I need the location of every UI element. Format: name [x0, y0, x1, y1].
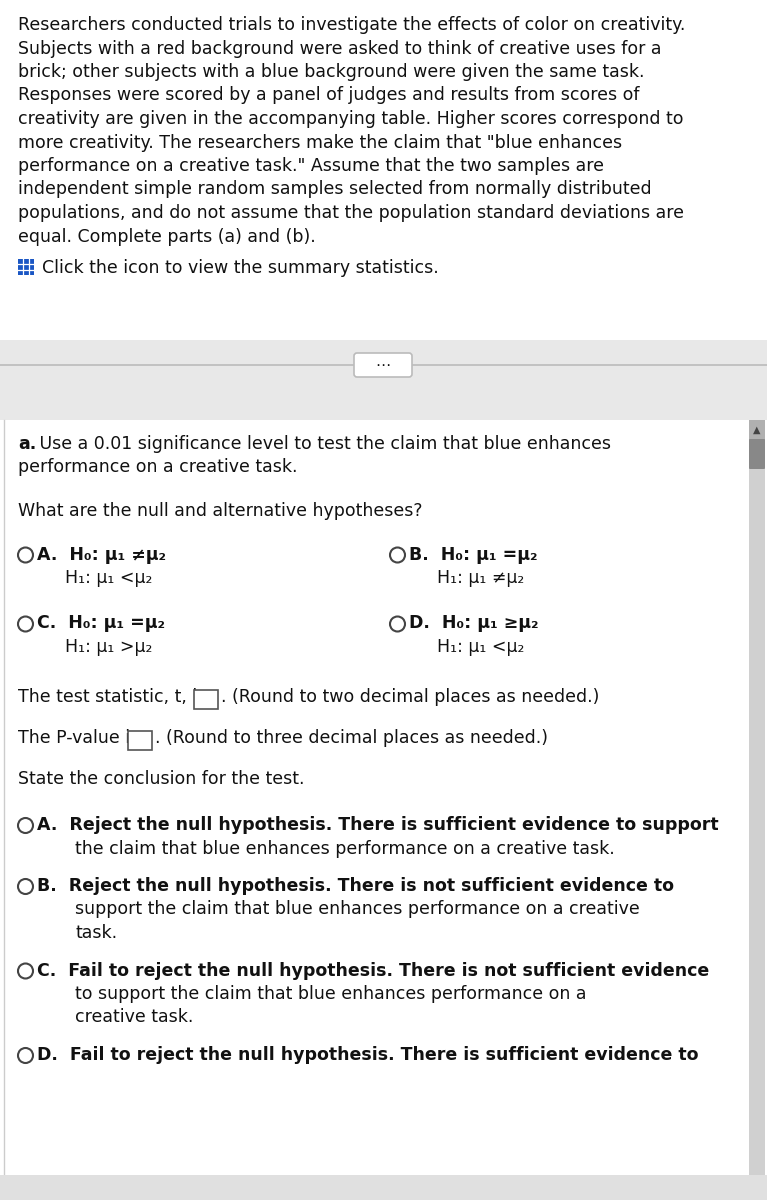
Text: equal. Complete parts (a) and (b).: equal. Complete parts (a) and (b).: [18, 228, 316, 246]
FancyBboxPatch shape: [749, 439, 765, 469]
FancyBboxPatch shape: [0, 1175, 767, 1200]
FancyBboxPatch shape: [0, 340, 767, 420]
Text: ⋯: ⋯: [375, 358, 390, 372]
FancyBboxPatch shape: [0, 420, 767, 1200]
FancyBboxPatch shape: [128, 731, 152, 750]
Text: Use a 0.01 significance level to test the claim that blue enhances: Use a 0.01 significance level to test th…: [34, 434, 611, 452]
FancyBboxPatch shape: [18, 259, 34, 275]
Text: B.  Reject the null hypothesis. There is not sufficient evidence to: B. Reject the null hypothesis. There is …: [37, 877, 674, 895]
Text: H₁: μ₁ ≠μ₂: H₁: μ₁ ≠μ₂: [437, 569, 525, 587]
Text: What are the null and alternative hypotheses?: What are the null and alternative hypoth…: [18, 502, 423, 520]
Text: creativity are given in the accompanying table. Higher scores correspond to: creativity are given in the accompanying…: [18, 110, 683, 128]
Text: Click the icon to view the summary statistics.: Click the icon to view the summary stati…: [42, 259, 439, 277]
Text: A.  H₀: μ₁ ≠μ₂: A. H₀: μ₁ ≠μ₂: [37, 546, 166, 564]
Text: a.: a.: [18, 434, 36, 452]
Text: . (Round to three decimal places as needed.): . (Round to three decimal places as need…: [155, 728, 548, 746]
Text: D.  H₀: μ₁ ≥μ₂: D. H₀: μ₁ ≥μ₂: [409, 614, 538, 632]
Text: Researchers conducted trials to investigate the effects of color on creativity.: Researchers conducted trials to investig…: [18, 16, 686, 34]
Text: The P-value is: The P-value is: [18, 728, 140, 746]
Text: Subjects with a red background were asked to think of creative uses for a: Subjects with a red background were aske…: [18, 40, 661, 58]
Text: support the claim that blue enhances performance on a creative: support the claim that blue enhances per…: [75, 900, 640, 918]
Text: D.  Fail to reject the null hypothesis. There is sufficient evidence to: D. Fail to reject the null hypothesis. T…: [37, 1046, 699, 1064]
Text: . (Round to two decimal places as needed.): . (Round to two decimal places as needed…: [221, 688, 599, 706]
FancyBboxPatch shape: [0, 0, 767, 340]
Text: B.  H₀: μ₁ =μ₂: B. H₀: μ₁ =μ₂: [409, 546, 538, 564]
Text: populations, and do not assume that the population standard deviations are: populations, and do not assume that the …: [18, 204, 684, 222]
Text: the claim that blue enhances performance on a creative task.: the claim that blue enhances performance…: [75, 840, 614, 858]
Text: performance on a creative task.: performance on a creative task.: [18, 458, 298, 476]
Text: H₁: μ₁ >μ₂: H₁: μ₁ >μ₂: [65, 638, 153, 656]
Text: H₁: μ₁ <μ₂: H₁: μ₁ <μ₂: [65, 569, 153, 587]
Text: brick; other subjects with a blue background were given the same task.: brick; other subjects with a blue backgr…: [18, 62, 644, 80]
Text: task.: task.: [75, 924, 117, 942]
Text: performance on a creative task." Assume that the two samples are: performance on a creative task." Assume …: [18, 157, 604, 175]
Text: State the conclusion for the test.: State the conclusion for the test.: [18, 770, 304, 788]
FancyBboxPatch shape: [749, 420, 765, 1200]
Text: H₁: μ₁ <μ₂: H₁: μ₁ <μ₂: [437, 638, 525, 656]
Text: creative task.: creative task.: [75, 1008, 193, 1026]
Text: The test statistic, t, is: The test statistic, t, is: [18, 688, 206, 706]
Text: ▲: ▲: [753, 425, 761, 434]
Text: A.  Reject the null hypothesis. There is sufficient evidence to support: A. Reject the null hypothesis. There is …: [37, 816, 719, 834]
FancyBboxPatch shape: [354, 353, 412, 377]
FancyBboxPatch shape: [194, 690, 218, 708]
FancyBboxPatch shape: [749, 420, 765, 440]
Text: Responses were scored by a panel of judges and results from scores of: Responses were scored by a panel of judg…: [18, 86, 640, 104]
Text: more creativity. The researchers make the claim that "blue enhances: more creativity. The researchers make th…: [18, 133, 622, 151]
Text: C.  H₀: μ₁ =μ₂: C. H₀: μ₁ =μ₂: [37, 614, 165, 632]
Text: independent simple random samples selected from normally distributed: independent simple random samples select…: [18, 180, 652, 198]
Text: to support the claim that blue enhances performance on a: to support the claim that blue enhances …: [75, 985, 587, 1003]
Text: C.  Fail to reject the null hypothesis. There is not sufficient evidence: C. Fail to reject the null hypothesis. T…: [37, 961, 709, 979]
